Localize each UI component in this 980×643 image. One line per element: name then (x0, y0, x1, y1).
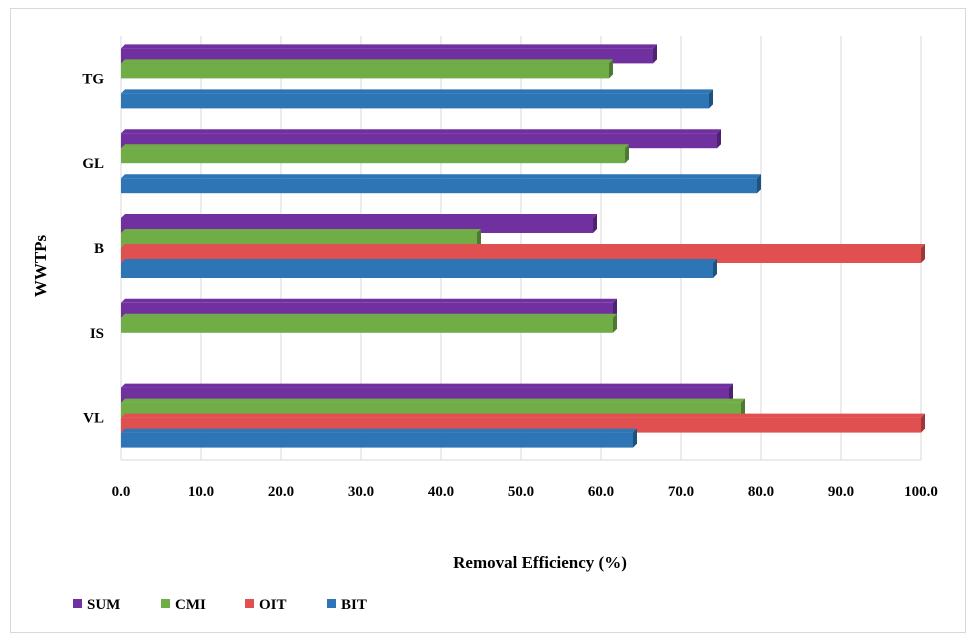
x-tick-label: 60.0 (588, 484, 614, 500)
legend: SUM CMI OIT BIT (73, 597, 367, 613)
bar-side-bit (709, 89, 713, 109)
bar-top-sum (121, 383, 733, 388)
bar-top-bit (121, 89, 713, 94)
bars (121, 44, 925, 448)
bar-side-oit (921, 413, 925, 433)
bar-top-cmi (121, 144, 629, 149)
x-tick-label: 80.0 (748, 484, 774, 500)
bar-bit (121, 178, 757, 194)
legend-label-cmi: CMI (175, 597, 206, 613)
bar-side-sum (593, 214, 597, 233)
x-tick-label: 90.0 (828, 484, 854, 500)
bar-side-sum (729, 383, 733, 403)
x-tick-labels: 0.0 10.0 20.0 30.0 40.0 50.0 60.0 70.0 80.0 90.0 1… (112, 484, 938, 500)
x-tick-label: 70.0 (668, 484, 694, 500)
bar-top-oit (121, 413, 925, 418)
bar-side-bit (633, 428, 637, 448)
bar-cmi (121, 317, 613, 333)
bar-bit (121, 432, 633, 448)
bar-top-sum (121, 214, 597, 218)
x-tick-label: 10.0 (188, 484, 214, 500)
bar-side-oit (921, 244, 925, 263)
bar-side-cmi (477, 229, 481, 248)
bar-bit (121, 263, 713, 278)
bar-top-sum (121, 44, 657, 49)
bar-top-sum (121, 129, 721, 134)
bar-bit (121, 93, 709, 109)
y-tick-label: GL (82, 156, 104, 172)
x-tick-label: 50.0 (508, 484, 534, 500)
bar-side-bit (713, 259, 717, 278)
bar-top-cmi (121, 59, 613, 64)
bar-side-sum (717, 129, 721, 149)
bar-top-oit (121, 244, 925, 248)
bar-top-cmi (121, 229, 481, 233)
x-tick-label: 30.0 (348, 484, 374, 500)
legend-swatch-bit (327, 599, 336, 608)
y-tick-label: B (94, 241, 104, 257)
bar-side-sum (613, 298, 617, 318)
legend-swatch-sum (73, 599, 82, 608)
x-tick-label: 40.0 (428, 484, 454, 500)
x-tick-label: 20.0 (268, 484, 294, 500)
bar-top-cmi (121, 313, 617, 318)
y-tick-labels: TG GL B IS VL (82, 71, 104, 426)
legend-swatch-cmi (161, 599, 170, 608)
legend-label-bit: BIT (341, 597, 367, 613)
bar-top-bit (121, 174, 761, 179)
y-tick-label: TG (82, 71, 104, 87)
x-tick-label: 100.0 (904, 484, 938, 500)
bar-top-sum (121, 298, 617, 303)
bar-top-bit (121, 428, 637, 433)
bar-side-bit (757, 174, 761, 194)
bar-cmi (121, 63, 609, 79)
bar-side-sum (653, 44, 657, 64)
y-axis-title: WWTPs (31, 234, 50, 297)
x-axis-title: Removal Efficiency (%) (453, 553, 627, 572)
x-tick-label: 0.0 (112, 484, 131, 500)
bar-side-cmi (741, 398, 745, 418)
bar-top-cmi (121, 398, 745, 403)
legend-label-oit: OIT (259, 597, 287, 613)
bar-side-cmi (613, 313, 617, 333)
legend-label-sum: SUM (87, 597, 120, 613)
bar-top-bit (121, 259, 717, 263)
bar-cmi (121, 148, 625, 164)
y-tick-label: VL (83, 411, 104, 427)
y-tick-label: IS (90, 326, 104, 342)
legend-swatch-oit (245, 599, 254, 608)
bar-side-cmi (609, 59, 613, 79)
bar-side-cmi (625, 144, 629, 164)
